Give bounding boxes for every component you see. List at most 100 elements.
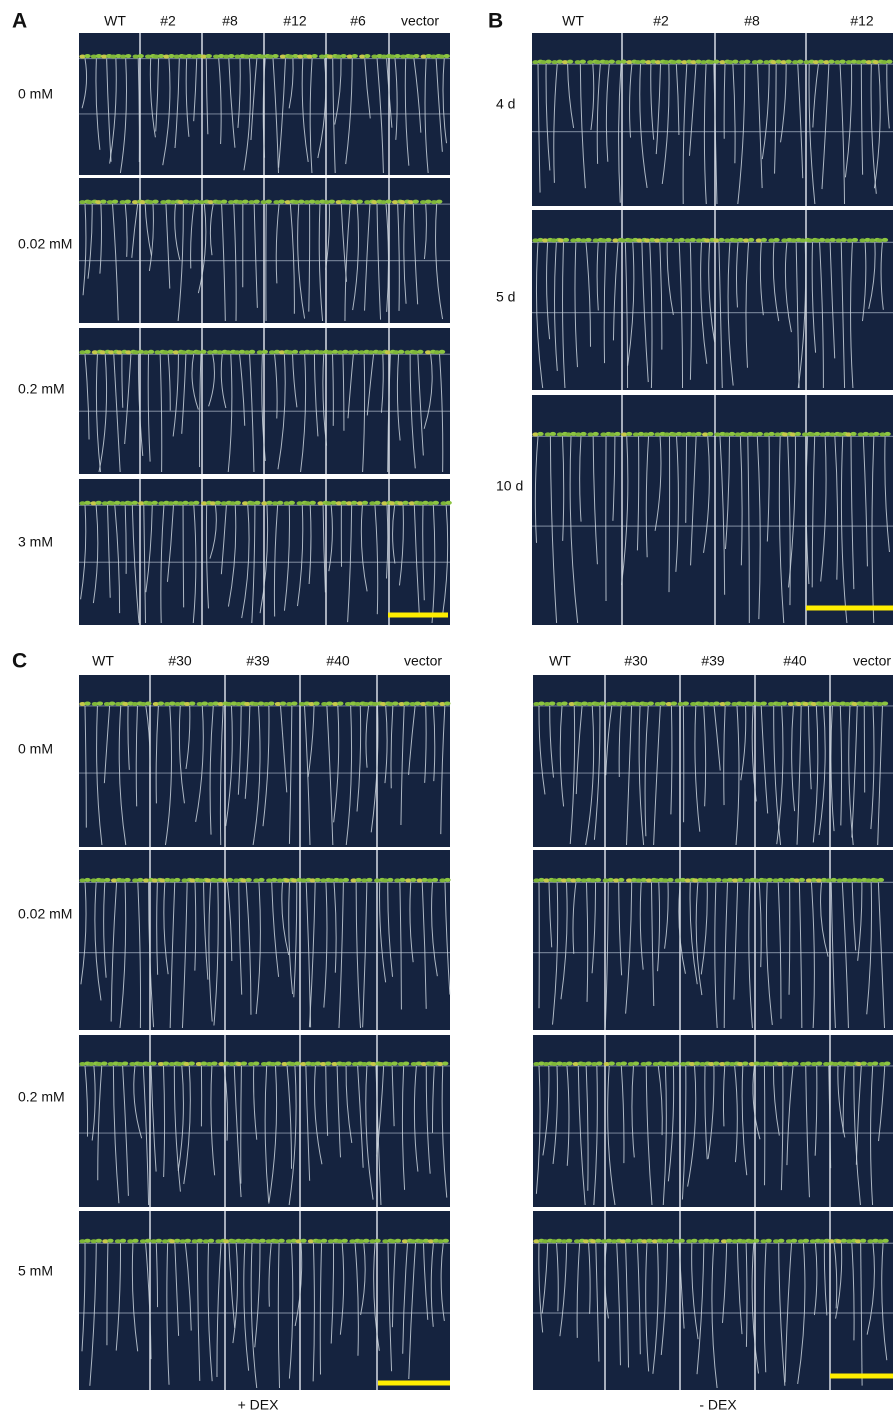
leaf [543, 1061, 550, 1066]
root [758, 882, 762, 968]
root [413, 1065, 419, 1172]
root [714, 882, 718, 1029]
leaf [780, 60, 787, 65]
leaf [384, 350, 392, 355]
leaf [218, 1061, 225, 1066]
leaf [855, 1061, 862, 1066]
root [644, 705, 649, 837]
root [354, 1243, 359, 1356]
root [277, 1243, 281, 1389]
root [268, 1243, 272, 1307]
leaf [575, 432, 582, 437]
leaf [279, 54, 287, 59]
leaf [391, 1061, 398, 1066]
leaf [713, 238, 720, 243]
leaf [442, 1061, 449, 1066]
leaf [608, 59, 615, 64]
root [645, 1065, 653, 1206]
root [355, 882, 362, 1029]
root [288, 58, 294, 109]
leaf [177, 501, 184, 506]
leaf [856, 878, 863, 883]
leaf [556, 59, 563, 64]
root [259, 505, 269, 614]
leaf [206, 1061, 213, 1066]
leaf [159, 878, 166, 883]
plate-photo [79, 178, 450, 323]
leaf [802, 1238, 810, 1243]
leaf [204, 878, 212, 883]
root [148, 882, 155, 1028]
root [736, 1243, 743, 1335]
leaf [168, 1061, 176, 1066]
leaf [700, 60, 707, 65]
root [844, 64, 853, 178]
leaf [432, 1238, 440, 1243]
leaf [642, 701, 649, 706]
root [169, 882, 176, 1029]
root [197, 204, 207, 294]
leaf [268, 701, 275, 706]
root [198, 354, 202, 468]
root [723, 64, 726, 139]
leaf [798, 877, 806, 882]
root [788, 882, 791, 995]
root [177, 204, 184, 322]
leaf [387, 877, 394, 882]
leaf [181, 878, 188, 883]
root [727, 242, 734, 386]
root [823, 1243, 828, 1316]
leaf [744, 59, 751, 64]
root [618, 882, 623, 976]
leaf [850, 59, 858, 64]
leaf [314, 200, 321, 205]
root [636, 1243, 641, 1355]
leaf [787, 701, 795, 706]
column-label: vector [853, 653, 891, 669]
leaf [174, 877, 181, 882]
root [277, 354, 286, 470]
root [840, 436, 848, 624]
leaf [124, 54, 132, 59]
leaf [675, 431, 683, 436]
leaf [662, 878, 669, 883]
leaf [551, 878, 558, 883]
leaf [234, 500, 241, 505]
leaf [331, 1061, 338, 1066]
root [682, 64, 688, 205]
leaf [695, 431, 702, 436]
root [250, 1243, 258, 1389]
leaf [147, 200, 154, 205]
column-label: #2 [160, 13, 176, 29]
leaf [345, 501, 353, 506]
root [585, 242, 591, 347]
root [721, 1243, 728, 1323]
root [103, 705, 111, 784]
leaf [233, 878, 240, 883]
leaf [550, 238, 558, 243]
root [309, 58, 313, 174]
leaf [714, 432, 721, 437]
leaf [260, 200, 267, 205]
leaf [351, 54, 358, 59]
leaf [765, 1238, 772, 1243]
leaf [407, 200, 414, 205]
root [851, 1243, 855, 1341]
leaf [672, 1061, 680, 1066]
leaf [362, 701, 370, 706]
leaf [257, 701, 265, 706]
leaf [109, 501, 116, 506]
root [778, 436, 785, 624]
column-label: #12 [850, 13, 874, 29]
leaf [695, 59, 702, 64]
leaf [644, 238, 651, 243]
root [344, 204, 351, 322]
leaf [701, 878, 708, 883]
root [873, 64, 881, 189]
leaf [286, 350, 294, 355]
leaf [207, 701, 214, 706]
leaf [632, 432, 640, 437]
root [194, 882, 197, 971]
leaf [615, 1061, 623, 1066]
leaf [90, 1239, 97, 1244]
